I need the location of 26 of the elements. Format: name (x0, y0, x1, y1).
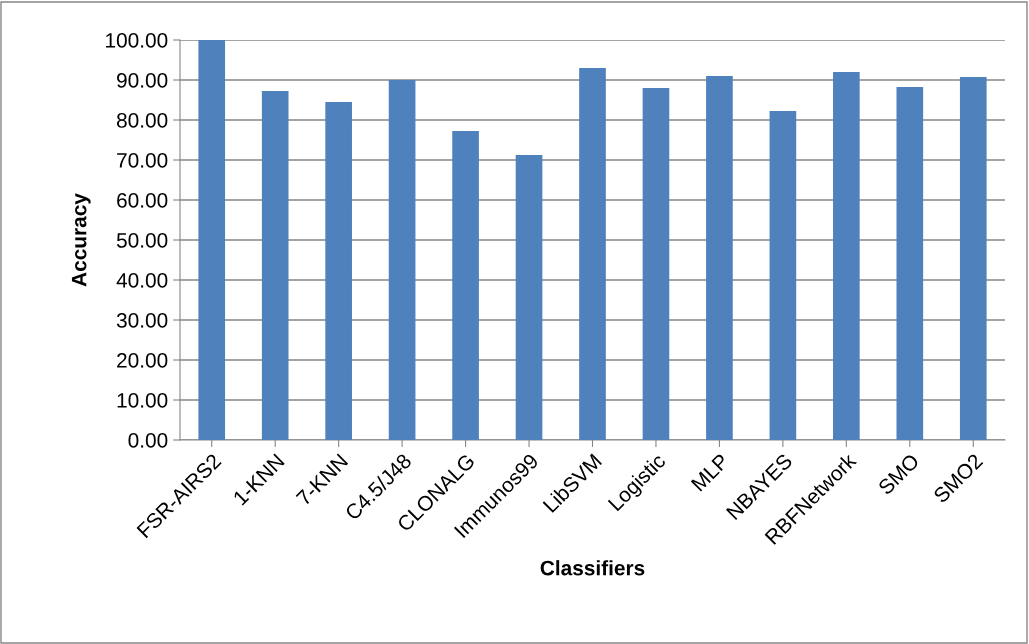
y-tick-label: 20.00 (117, 353, 168, 368)
bar (261, 91, 289, 440)
bar (579, 68, 606, 440)
y-tick-label: 60.00 (117, 193, 168, 208)
bar (769, 111, 797, 440)
y-tick-label: 70.00 (117, 153, 168, 168)
y-tick-label: 80.00 (116, 113, 168, 128)
y-tick-label: 90.00 (117, 73, 168, 88)
bar (388, 80, 416, 440)
bar (896, 87, 924, 440)
y-tick-label: 10.00 (117, 393, 168, 408)
x-axis-title: Classifiers (540, 560, 645, 576)
y-tick-label: 40.00 (116, 273, 168, 288)
bar (959, 77, 987, 440)
y-tick-label: 30.00 (116, 313, 168, 328)
bar (706, 76, 733, 440)
bar (515, 155, 543, 440)
y-axis-title: Accuracy (71, 193, 91, 287)
bar (642, 88, 670, 440)
bar (325, 102, 352, 440)
bar (452, 131, 479, 440)
bar (198, 40, 226, 440)
bar (833, 72, 860, 440)
y-tick-label: 0.00 (128, 433, 168, 448)
y-tick-label: 100.00 (106, 33, 168, 48)
y-tick-label: 50.00 (116, 233, 168, 248)
